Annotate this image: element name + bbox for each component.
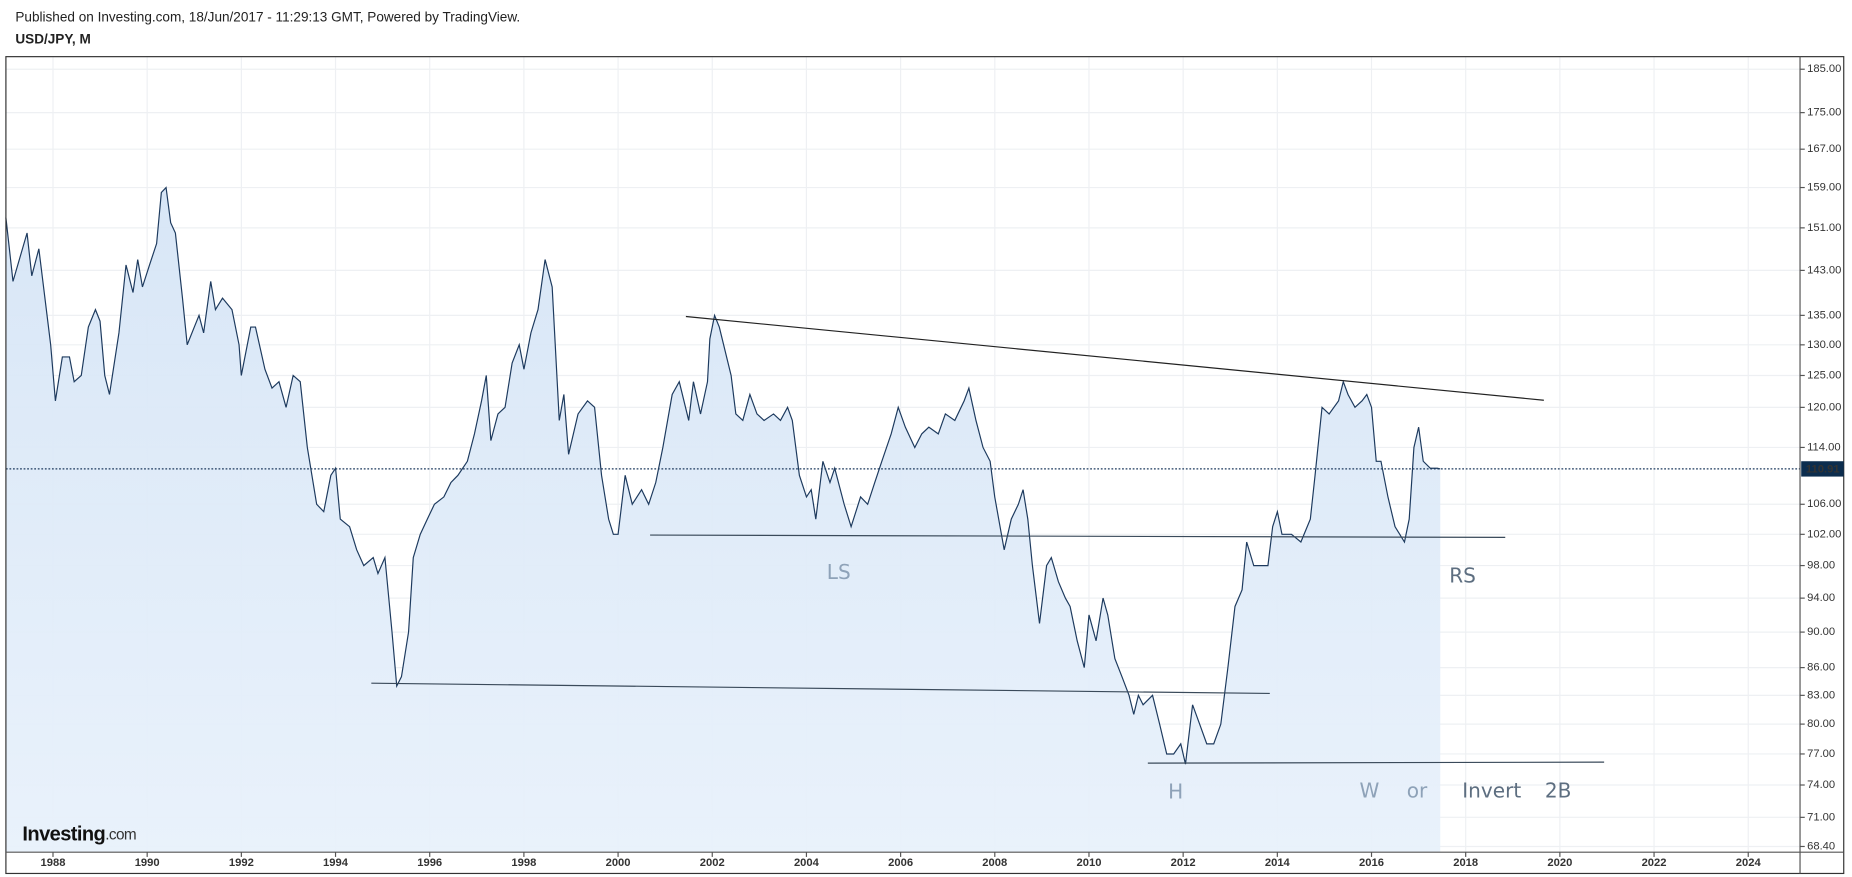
y-tick-label: 86.00 (1807, 662, 1835, 674)
x-tick-label: 2024 (1736, 857, 1762, 869)
x-tick-label: 1996 (417, 857, 442, 869)
symbol: USD/JPY, M (15, 32, 90, 47)
y-tick-label: 68.40 (1807, 840, 1835, 852)
trend-line (1147, 761, 1605, 764)
x-tick-label: 1992 (229, 857, 254, 869)
price-area (5, 187, 1441, 853)
y-tick-label: 167.00 (1807, 143, 1841, 155)
y-tick-label: 71.00 (1807, 811, 1835, 823)
annotation: Invert (1462, 779, 1521, 803)
logo-suffix: .com (105, 827, 136, 844)
y-tick-label: 98.00 (1807, 560, 1835, 572)
y-tick-label: 83.00 (1807, 689, 1835, 701)
y-tick-label: 135.00 (1807, 309, 1841, 321)
logo: Investing.com (22, 824, 136, 846)
annotation: RS (1449, 564, 1476, 588)
trend-line (371, 682, 1270, 695)
y-tick-label: 125.00 (1807, 369, 1841, 381)
last-price-box (1801, 461, 1844, 477)
y-tick-label: 159.00 (1807, 182, 1841, 194)
y-tick-label: 102.00 (1807, 528, 1841, 540)
y-tick-label: 175.00 (1807, 107, 1841, 119)
x-tick-label: 2002 (700, 857, 725, 869)
x-tick-label: 2012 (1171, 857, 1196, 869)
y-tick-label: 80.00 (1807, 718, 1835, 730)
x-tick-label: 2004 (794, 857, 820, 869)
last-price-label: 110.91 (1806, 463, 1840, 475)
x-tick-label: 2022 (1642, 857, 1667, 869)
y-tick-label: 106.00 (1807, 498, 1841, 510)
x-tick-label: 1990 (135, 857, 160, 869)
x-tick-label: 1988 (41, 857, 66, 869)
x-tick-label: 2014 (1265, 857, 1291, 869)
x-tick-label: 2010 (1077, 857, 1102, 869)
y-tick-label: 114.00 (1807, 441, 1840, 453)
x-tick-label: 2000 (606, 857, 631, 869)
annotation: LS (827, 560, 851, 584)
annotation: H (1168, 780, 1183, 804)
y-tick-label: 151.00 (1807, 222, 1841, 234)
x-tick-label: 1994 (323, 857, 349, 869)
trend-line (650, 534, 1506, 538)
y-tick-label: 143.00 (1807, 264, 1841, 276)
y-tick-label: 90.00 (1807, 626, 1835, 638)
price-line (5, 186, 1441, 765)
x-tick-label: 2018 (1453, 857, 1478, 869)
y-tick-label: 74.00 (1807, 779, 1835, 791)
trend-line (685, 315, 1544, 401)
annotation: 2B (1545, 779, 1572, 803)
y-tick-label: 120.00 (1807, 401, 1841, 413)
published-note: Published on Investing.com, 18/Jun/2017 … (15, 9, 520, 24)
y-tick-label: 94.00 (1807, 592, 1835, 604)
y-tick-label: 130.00 (1807, 339, 1841, 351)
x-tick-label: 2020 (1547, 857, 1572, 869)
y-tick-label: 77.00 (1807, 748, 1835, 760)
y-tick-label: 185.00 (1807, 63, 1841, 75)
annotation: or (1407, 779, 1428, 803)
x-tick-label: 2016 (1359, 857, 1384, 869)
x-tick-label: 2008 (982, 857, 1007, 869)
logo-brand: Investing (22, 824, 105, 846)
x-tick-label: 2006 (888, 857, 913, 869)
x-tick-label: 1998 (511, 857, 536, 869)
annotation: W (1359, 779, 1379, 803)
